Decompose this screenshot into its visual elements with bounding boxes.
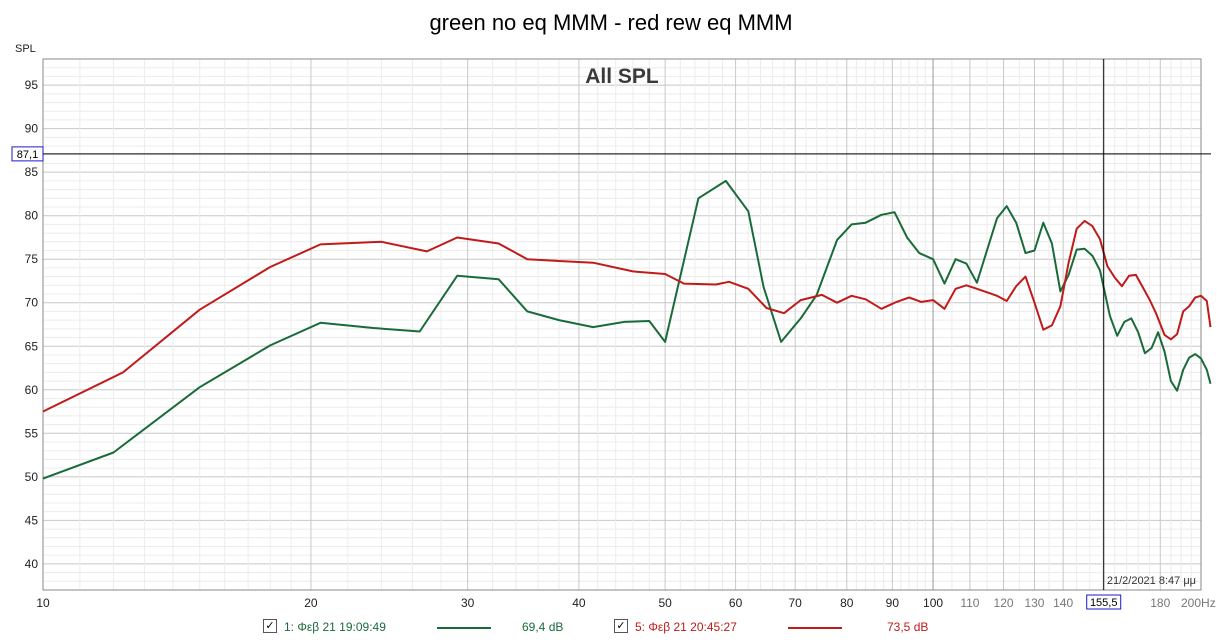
cursor-y-readout-box: [11, 146, 44, 162]
x-tick-label: 90: [886, 596, 900, 610]
y-axis-label: SPL: [15, 43, 36, 55]
y-tick-label: 95: [25, 78, 39, 92]
y-tick-label: 50: [25, 470, 39, 484]
timestamp: 21/2/2021 8:47 μμ: [1107, 575, 1196, 587]
series-1-swatch: [437, 627, 491, 629]
series-1-checkbox[interactable]: ✓: [263, 619, 277, 633]
series-2-label: 5: Φεβ 21 20:45:27: [635, 620, 737, 634]
cursor-y-readout: 87,1: [17, 149, 38, 161]
x-tick-label: 110: [960, 596, 979, 610]
grid: [42, 58, 1202, 591]
x-tick-label: 120: [994, 596, 1014, 610]
x-tick-label: 10: [36, 596, 50, 610]
x-tick-label: 100: [923, 596, 943, 610]
y-tick-label: 65: [25, 339, 39, 353]
series-2-value: 73,5 dB: [887, 620, 929, 634]
y-tick-label: 55: [25, 426, 39, 440]
x-tick-label: 130: [1024, 596, 1044, 610]
x-tick-label: 80: [840, 596, 854, 610]
cursor[interactable]: 87,1 155,5: [11, 59, 1211, 610]
x-tick-label: 200Hz: [1181, 596, 1216, 610]
y-tick-label: 45: [25, 513, 39, 527]
x-tick-label: 20: [304, 596, 318, 610]
series-2-checkbox[interactable]: ✓: [614, 619, 628, 633]
axis-ticks: 40 45 50 55 60 65 70 75 80 85 90 95 10 20 30 40 50 60 70 80…: [25, 78, 1216, 610]
y-tick-label: 70: [25, 296, 39, 310]
x-tick-label: 40: [572, 596, 586, 610]
y-tick-label: 60: [25, 383, 39, 397]
x-tick-label: 140: [1053, 596, 1073, 610]
cursor-x-readout: 155,5: [1090, 597, 1118, 609]
series-2-swatch: [788, 627, 842, 629]
y-tick-label: 90: [25, 122, 39, 136]
series-1-value: 69,4 dB: [522, 620, 564, 634]
series-lines: [42, 179, 1212, 480]
series-1-line: [42, 179, 1212, 480]
y-tick-label: 40: [25, 557, 39, 571]
chart-title: green no eq MMM - red rew eq MMM: [429, 10, 793, 35]
series-1-label: 1: Φεβ 21 19:09:49: [284, 620, 386, 634]
y-tick-label: 85: [25, 165, 39, 179]
series-2-line: [42, 219, 1212, 413]
plot-frame: [42, 58, 1202, 591]
inner-title: All SPL: [585, 65, 659, 88]
x-tick-label: 50: [658, 596, 672, 610]
x-tick-label: 30: [461, 596, 475, 610]
y-tick-label: 80: [25, 209, 39, 223]
x-tick-label: 60: [729, 596, 743, 610]
cursor-x-readout-box: [1086, 594, 1122, 610]
x-tick-label: 180: [1150, 596, 1170, 610]
x-tick-label: 70: [789, 596, 803, 610]
y-tick-label: 75: [25, 252, 39, 266]
